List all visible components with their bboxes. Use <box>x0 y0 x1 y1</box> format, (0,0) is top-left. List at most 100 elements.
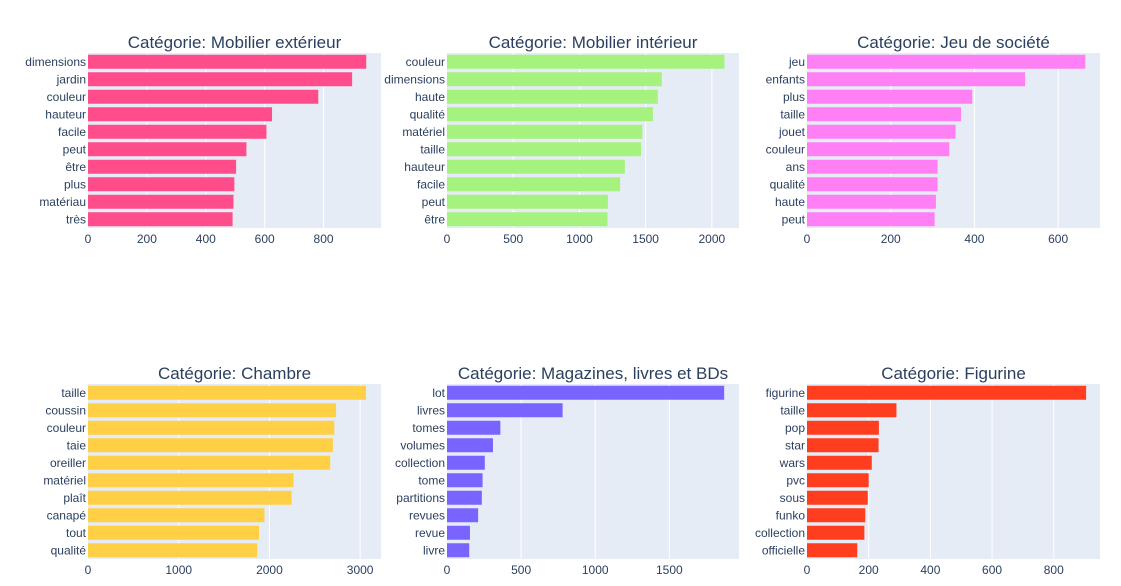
bar <box>807 490 868 505</box>
x-tick-label: 200 <box>859 563 879 577</box>
bar <box>88 490 292 505</box>
bar <box>807 212 935 227</box>
bar <box>807 124 956 139</box>
bar <box>88 455 331 470</box>
bar <box>88 212 233 227</box>
bar <box>447 420 501 435</box>
x-tick-label: 0 <box>804 563 811 577</box>
bar <box>447 438 493 453</box>
bar <box>88 194 234 209</box>
category-tick-label: qualité <box>410 107 446 121</box>
x-tick-label: 2000 <box>256 563 283 577</box>
chart-title: Catégorie: Mobilier extérieur <box>128 33 342 52</box>
bar <box>88 438 333 453</box>
category-tick-label: jeu <box>788 55 805 69</box>
bar <box>447 525 470 540</box>
x-tick-label: 0 <box>444 563 451 577</box>
chart-panel: figurine taille pop star wars pvc sous funko col… <box>755 364 1100 577</box>
category-tick-label: matériel <box>402 125 445 139</box>
x-tick-label: 400 <box>964 232 984 246</box>
category-tick-label: taie <box>67 438 87 452</box>
category-tick-label: taille <box>780 403 805 417</box>
category-tick-label: couleur <box>766 142 805 156</box>
bar <box>88 124 267 139</box>
bar <box>88 508 265 523</box>
category-tick-label: revues <box>409 508 445 522</box>
category-tick-label: dimensions <box>384 72 445 86</box>
category-tick-label: tomes <box>412 421 445 435</box>
category-tick-label: revue <box>415 526 445 540</box>
bar <box>807 54 1086 69</box>
bar <box>88 159 237 174</box>
category-tick-label: peut <box>422 195 446 209</box>
category-tick-label: ans <box>786 160 805 174</box>
bar <box>807 142 950 157</box>
category-tick-label: facile <box>58 125 86 139</box>
category-tick-label: haute <box>415 90 445 104</box>
bar <box>88 543 258 558</box>
category-tick-label: plaît <box>63 491 86 505</box>
bar <box>88 403 337 418</box>
bar <box>807 438 879 453</box>
bar <box>447 212 608 227</box>
x-tick-label: 1000 <box>566 232 593 246</box>
category-tick-label: peut <box>63 142 87 156</box>
bar <box>447 473 483 488</box>
bar <box>807 72 1026 87</box>
bar <box>807 107 962 122</box>
bar <box>447 107 653 122</box>
bar <box>807 543 858 558</box>
x-tick-label: 2000 <box>699 232 726 246</box>
bar <box>88 54 367 69</box>
chart-title: Catégorie: Chambre <box>158 364 311 383</box>
x-tick-label: 1500 <box>632 232 659 246</box>
bar <box>447 385 725 400</box>
bar <box>807 420 879 435</box>
x-tick-label: 500 <box>503 232 523 246</box>
category-tick-label: taille <box>420 142 445 156</box>
category-tick-label: jouet <box>778 125 806 139</box>
x-tick-label: 0 <box>85 232 92 246</box>
category-tick-label: plus <box>64 177 86 191</box>
bar <box>88 89 319 104</box>
category-tick-label: tome <box>418 473 445 487</box>
category-tick-label: peut <box>782 212 806 226</box>
category-tick-label: hauteur <box>404 160 445 174</box>
x-tick-label: 1000 <box>582 563 609 577</box>
x-tick-label: 400 <box>196 232 216 246</box>
x-tick-label: 200 <box>881 232 901 246</box>
bar <box>807 194 936 209</box>
chart-panel: lot livres tomes volumes collection tome parti… <box>395 364 739 577</box>
category-tick-label: qualité <box>51 543 87 557</box>
bar <box>88 72 353 87</box>
bar <box>447 508 479 523</box>
chart-title: Catégorie: Figurine <box>881 364 1026 383</box>
bar <box>807 177 938 192</box>
category-tick-label: pop <box>785 421 805 435</box>
chart-title: Catégorie: Jeu de société <box>857 33 1050 52</box>
bar <box>88 177 235 192</box>
bar <box>807 403 897 418</box>
category-tick-label: enfants <box>766 72 805 86</box>
category-tick-label: matériel <box>43 473 86 487</box>
x-tick-label: 1500 <box>656 563 683 577</box>
bar <box>807 159 938 174</box>
category-tick-label: livre <box>423 543 445 557</box>
category-tick-label: funko <box>776 508 806 522</box>
category-tick-label: être <box>65 160 86 174</box>
x-tick-label: 0 <box>804 232 811 246</box>
category-tick-label: wars <box>779 456 805 470</box>
x-tick-label: 600 <box>982 563 1002 577</box>
category-tick-label: tout <box>66 526 87 540</box>
x-tick-label: 0 <box>444 232 451 246</box>
category-tick-label: lot <box>432 386 445 400</box>
category-tick-label: couleur <box>47 421 86 435</box>
category-tick-label: collection <box>395 456 445 470</box>
category-tick-label: sous <box>780 491 805 505</box>
bar <box>807 508 866 523</box>
category-tick-label: pvc <box>786 473 805 487</box>
bar <box>807 385 1087 400</box>
bar <box>447 124 643 139</box>
chart-panel: couleur dimensions haute qualité matériel tai… <box>384 33 739 246</box>
